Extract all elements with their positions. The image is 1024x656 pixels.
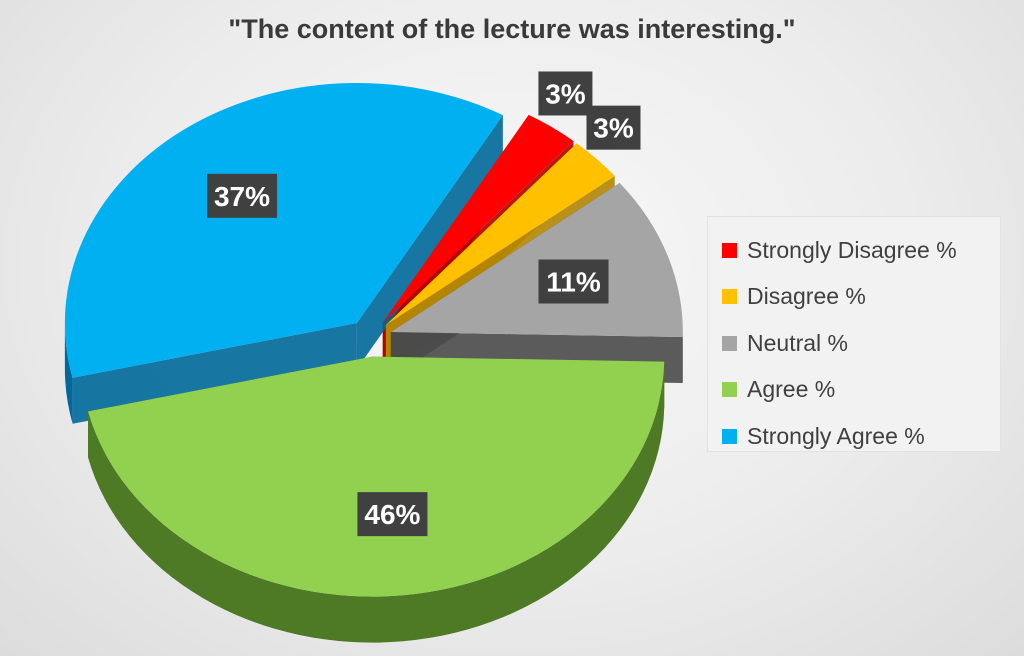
data-label-neutral: 11% bbox=[538, 259, 609, 304]
legend-swatch bbox=[722, 289, 737, 305]
legend-swatch bbox=[722, 242, 737, 258]
data-label-text: 3% bbox=[545, 78, 586, 109]
data-label-box bbox=[538, 259, 609, 304]
slice-side-strongly-agree bbox=[64, 322, 73, 424]
data-label-text: 37% bbox=[214, 181, 270, 212]
slice-agree bbox=[88, 356, 665, 597]
legend-item-disagree: Disagree % bbox=[722, 274, 1000, 321]
legend-label: Agree % bbox=[747, 376, 836, 403]
data-label-text: 3% bbox=[593, 113, 634, 144]
data-label-box bbox=[357, 492, 428, 537]
slice-neutral bbox=[390, 182, 683, 338]
legend-label: Disagree % bbox=[747, 283, 866, 310]
legend-item-neutral: Neutral % bbox=[722, 320, 1000, 367]
legend: Strongly Disagree % Disagree % Neutral %… bbox=[707, 216, 1001, 452]
legend-label: Strongly Agree % bbox=[747, 422, 925, 449]
legend-swatch bbox=[722, 382, 737, 398]
legend-label: Strongly Disagree % bbox=[747, 236, 957, 263]
slice-side-agree bbox=[88, 361, 665, 643]
slice-wall-strongly-agree bbox=[356, 115, 503, 369]
data-label-text: 11% bbox=[546, 267, 601, 298]
data-label-disagree: 3% bbox=[586, 105, 641, 150]
legend-item-agree: Agree % bbox=[722, 367, 1000, 414]
data-label-box bbox=[586, 105, 641, 150]
legend-swatch bbox=[722, 335, 737, 351]
data-label-box bbox=[538, 71, 593, 116]
slice-strongly-agree bbox=[64, 82, 503, 378]
data-label-agree: 46% bbox=[357, 492, 428, 537]
data-label-text: 46% bbox=[364, 499, 420, 530]
data-label-strongly-disagree: 3% bbox=[538, 71, 593, 116]
legend-item-strongly-agree: Strongly Agree % bbox=[722, 413, 1000, 460]
legend-swatch bbox=[722, 428, 737, 444]
slice-disagree bbox=[385, 143, 615, 326]
data-label-strongly-agree: 37% bbox=[206, 173, 277, 218]
slice-wall-strongly-agree bbox=[72, 322, 357, 424]
data-label-box bbox=[206, 173, 277, 218]
legend-item-strongly-disagree: Strongly Disagree % bbox=[722, 227, 1000, 274]
slice-strongly-disagree bbox=[382, 114, 574, 323]
chart-title: "The content of the lecture was interest… bbox=[228, 14, 796, 44]
legend-label: Neutral % bbox=[747, 329, 848, 356]
